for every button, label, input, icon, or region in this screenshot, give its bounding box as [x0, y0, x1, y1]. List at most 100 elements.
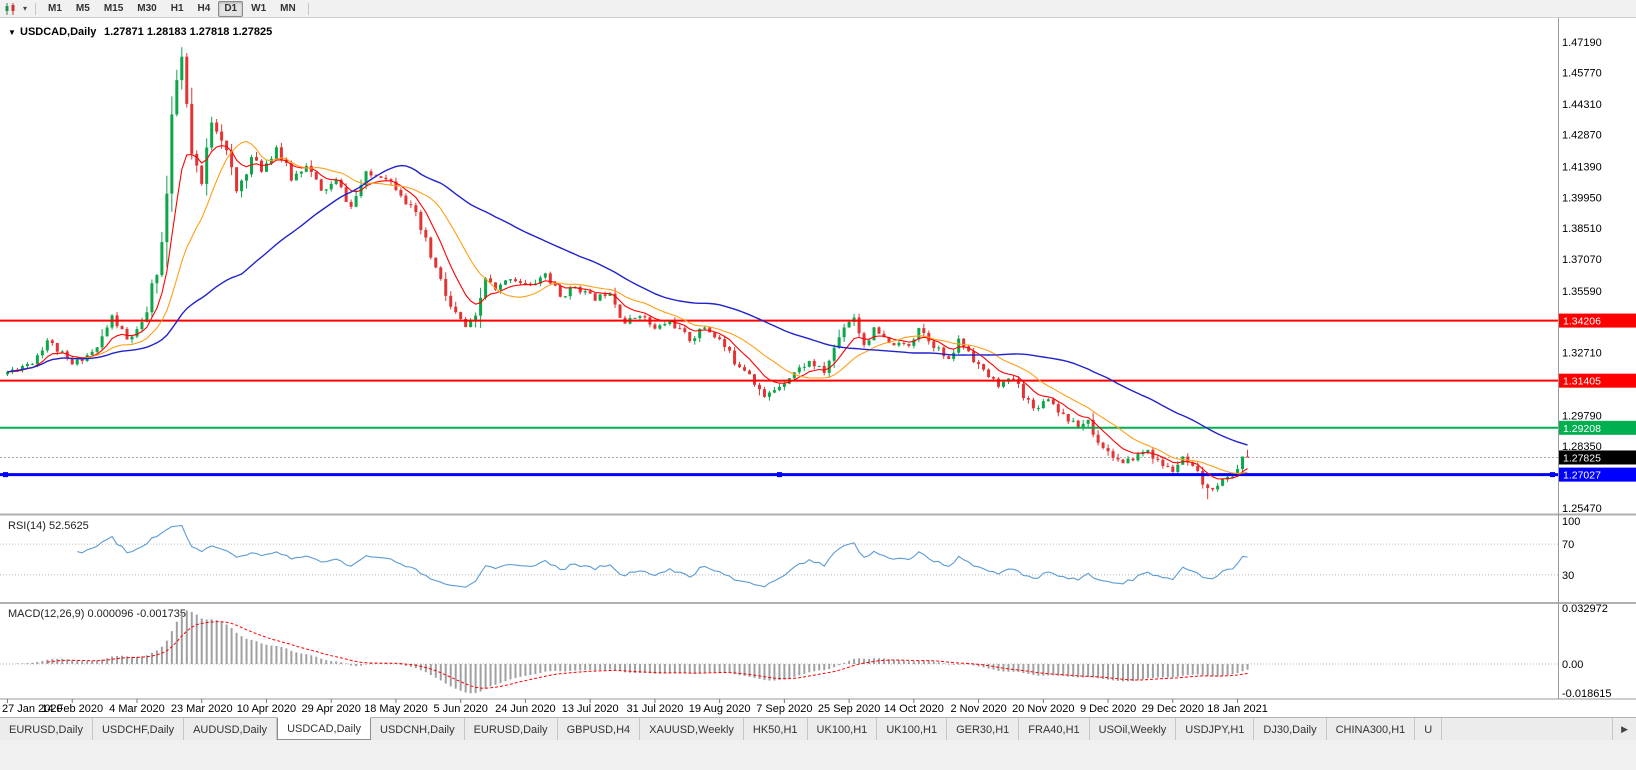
hline-handle[interactable] — [777, 472, 782, 478]
price-axis-label: 1.35590 — [1562, 286, 1602, 298]
timeframe-button-W1[interactable]: W1 — [251, 2, 267, 14]
tab-UK100-H1[interactable]: UK100,H1 — [808, 718, 878, 740]
hline-handle[interactable] — [1550, 472, 1555, 478]
rsi-title: RSI(14) 52.5625 — [8, 520, 89, 532]
rsi-axis-label: 30 — [1562, 570, 1574, 582]
time-axis-label: 7 Sep 2020 — [756, 703, 812, 715]
price-axis-label: 1.42870 — [1562, 130, 1602, 142]
macd-axis-label: -0.018615 — [1562, 688, 1612, 700]
chart-title-ohlc: 1.27871 1.28183 1.27818 1.27825 — [104, 26, 272, 38]
tab-USDCHF-Daily[interactable]: USDCHF,Daily — [93, 718, 185, 740]
pane-separator-macd[interactable] — [0, 602, 1636, 604]
price-badge-label: 1.29208 — [1563, 423, 1601, 435]
tab-GER30-H1[interactable]: GER30,H1 — [947, 718, 1020, 740]
tab-CHINA300-H1[interactable]: CHINA300,H1 — [1327, 718, 1416, 740]
tab-HK50-H1[interactable]: HK50,H1 — [744, 718, 808, 740]
chart-title-symbol: USDCAD,Daily — [20, 26, 97, 38]
price-badge-1.34206 — [1559, 313, 1636, 328]
price-axis-label: 1.41390 — [1562, 161, 1602, 173]
tab-XAUUSD-Weekly[interactable]: XAUUSD,Weekly — [640, 718, 744, 740]
time-axis-label: 27 Jan 2020 — [2, 703, 63, 715]
chart-menu-caret-icon[interactable]: ▾ — [23, 4, 28, 13]
time-axis-label: 14 Feb 2020 — [41, 703, 103, 715]
time-axis-label: 23 Mar 2020 — [171, 703, 233, 715]
timeframe-button-M1[interactable]: M1 — [48, 2, 62, 14]
time-axis-label: 18 Jan 2021 — [1207, 703, 1268, 715]
price-axis[interactable]: 1.47190 1.45770 1.44310 1.42870 1.41390 1.399… — [1559, 37, 1636, 515]
moving-average-slow — [7, 164, 1248, 446]
price-badge-1.27027 — [1559, 467, 1636, 482]
time-axis-label: 19 Aug 2020 — [689, 703, 751, 715]
price-badge-1.29208 — [1559, 420, 1636, 435]
time-axis-label: 14 Oct 2020 — [884, 703, 944, 715]
time-axis-label: 29 Dec 2020 — [1142, 703, 1204, 715]
price-axis-label: 1.39950 — [1562, 192, 1602, 204]
moving-average-fast — [7, 145, 1248, 480]
tab-scroll-right-button[interactable]: ▶ — [1612, 718, 1636, 740]
tab-U[interactable]: U — [1415, 718, 1443, 740]
price-axis-label: 1.28350 — [1562, 441, 1602, 453]
tab-AUDUSD-Daily[interactable]: AUDUSD,Daily — [184, 718, 278, 740]
price-axis-label: 1.25470 — [1562, 503, 1602, 515]
toolbar-separator — [307, 2, 309, 15]
macd-axis-label: 0.00 — [1562, 659, 1583, 671]
macd-axis-label: 0.032972 — [1562, 603, 1608, 615]
rsi-line — [77, 524, 1248, 588]
timeframe-button-M30[interactable]: M30 — [137, 2, 157, 14]
tab-USOil-Weekly[interactable]: USOil,Weekly — [1090, 718, 1177, 740]
tab-FRA40-H1[interactable]: FRA40,H1 — [1019, 718, 1090, 740]
time-axis-label: 31 Jul 2020 — [626, 703, 683, 715]
timeframe-button-M5[interactable]: M5 — [75, 2, 90, 14]
time-axis-label: 9 Dec 2020 — [1080, 703, 1136, 715]
chart-plot[interactable]: ▼ USDCAD,Daily 1.27871 1.28183 1.27818 1… — [0, 18, 1636, 717]
timeframe-button-MN[interactable]: MN — [280, 2, 296, 14]
tab-UK100-H1[interactable]: UK100,H1 — [877, 718, 948, 740]
tab-USDCAD-Daily[interactable]: USDCAD,Daily — [277, 717, 372, 740]
timeframe-button-H4[interactable]: H4 — [197, 2, 211, 14]
chart-area[interactable]: ▼ USDCAD,Daily 1.27871 1.28183 1.27818 1… — [0, 18, 1636, 717]
macd-signal-line — [47, 621, 1248, 689]
price-badge-label: 1.34206 — [1563, 316, 1601, 328]
timeframe-button-D1[interactable]: D1 — [218, 0, 244, 17]
time-axis-label: 4 Mar 2020 — [109, 703, 165, 715]
window-bottom-strip — [0, 740, 1636, 770]
candlesticks-series — [6, 47, 1250, 500]
candlestick-chart-icon[interactable] — [4, 2, 18, 15]
time-axis-label: 20 Nov 2020 — [1012, 703, 1074, 715]
rsi-axis-label: 100 — [1562, 516, 1580, 528]
hline-handle[interactable] — [3, 472, 8, 478]
symbol-dropdown-icon[interactable]: ▼ — [8, 28, 16, 37]
time-axis-label: 13 Jul 2020 — [562, 703, 619, 715]
macd-pane[interactable]: 0.032972 0.00 -0.018615 — [0, 603, 1612, 700]
chart-tabs-bar: EURUSD,Daily USDCHF,Daily AUDUSD,Daily USDC… — [0, 717, 1636, 740]
time-axis-label: 29 Apr 2020 — [302, 703, 361, 715]
macd-title: MACD(12,26,9) 0.000096 -0.001735 — [8, 608, 186, 620]
price-badge-1.27825 — [1559, 450, 1636, 465]
tab-DJ30-Daily[interactable]: DJ30,Daily — [1254, 718, 1327, 740]
tab-GBPUSD-H4[interactable]: GBPUSD,H4 — [558, 718, 641, 740]
timeframe-buttons: M1 M5 M15 M30 H1 H4 D1 W1 MN — [41, 0, 303, 17]
price-badge-label: 1.31405 — [1563, 376, 1601, 388]
time-axis-label: 24 Jun 2020 — [495, 703, 556, 715]
pane-separator-rsi[interactable] — [0, 513, 1636, 516]
tab-EURUSD-Daily[interactable]: EURUSD,Daily — [465, 718, 558, 740]
moving-average-mid — [7, 140, 1248, 475]
price-axis-label: 1.32710 — [1562, 348, 1602, 360]
price-axis-label: 1.47190 — [1562, 37, 1602, 49]
price-axis-label: 1.44310 — [1562, 99, 1602, 111]
tab-EURUSD-Daily[interactable]: EURUSD,Daily — [0, 718, 93, 740]
tab-USDJPY-H1[interactable]: USDJPY,H1 — [1176, 718, 1255, 740]
price-badge-1.31405 — [1559, 373, 1636, 388]
rsi-pane[interactable]: 100 70 30 — [0, 516, 1580, 588]
time-axis-label: 5 Jun 2020 — [433, 703, 487, 715]
tab-USDCNH-Daily[interactable]: USDCNH,Daily — [371, 718, 465, 740]
price-axis-label: 1.29790 — [1562, 410, 1602, 422]
timeframe-button-H1[interactable]: H1 — [170, 2, 184, 14]
time-axis-label: 18 May 2020 — [364, 703, 428, 715]
time-axis-label: 10 Apr 2020 — [237, 703, 296, 715]
price-badge-label: 1.27027 — [1563, 470, 1601, 482]
rsi-axis-label: 70 — [1562, 539, 1574, 551]
timeframe-button-M15[interactable]: M15 — [103, 2, 124, 14]
price-axis-label: 1.45770 — [1562, 67, 1602, 79]
